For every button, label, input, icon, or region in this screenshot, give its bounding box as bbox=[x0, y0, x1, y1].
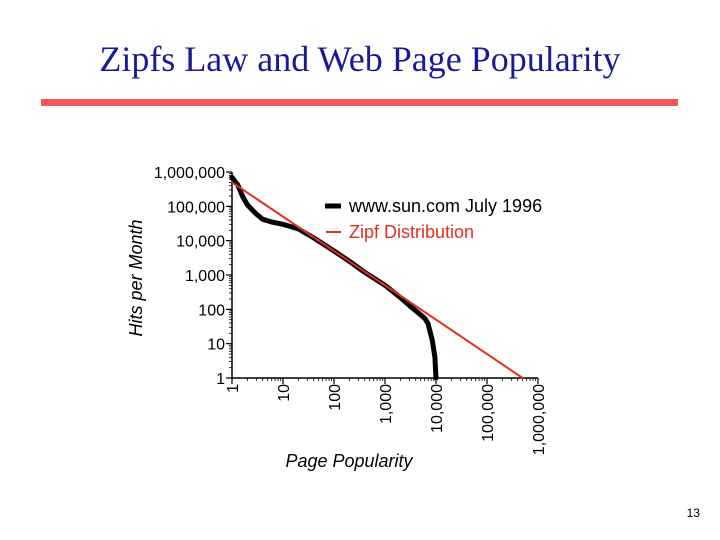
x-tick-label-6: 1,000,000 bbox=[531, 384, 548, 455]
y-tick-label-1: 10 bbox=[207, 337, 225, 354]
x-tick-label-4: 10,000 bbox=[429, 384, 446, 433]
title-rule bbox=[41, 99, 678, 106]
slide-title: Zipfs Law and Web Page Popularity bbox=[99, 39, 621, 79]
y-tick-label-4: 10,000 bbox=[176, 234, 225, 251]
x-tick-label-1: 10 bbox=[276, 384, 293, 402]
y-tick-label-3: 1,000 bbox=[185, 268, 225, 285]
x-tick-label-3: 1,000 bbox=[378, 384, 395, 424]
legend-label-zipf: Zipf Distribution bbox=[349, 222, 474, 242]
x-tick-label-0: 1 bbox=[225, 384, 242, 393]
y-tick-label-5: 100,000 bbox=[167, 199, 225, 216]
grid-and-axes bbox=[226, 171, 539, 384]
y-tick-label-0: 1 bbox=[216, 371, 225, 388]
x-tick-label-2: 100 bbox=[327, 384, 344, 411]
series-layer bbox=[229, 174, 524, 381]
y-tick-label-6: 1,000,000 bbox=[154, 165, 225, 182]
legend-label-sun: www.sun.com July 1996 bbox=[348, 196, 542, 216]
series-line-1 bbox=[231, 181, 524, 379]
x-axis-title: Page Popularity bbox=[285, 451, 413, 471]
page-number: 13 bbox=[686, 506, 700, 520]
x-tick-label-5: 100,000 bbox=[480, 384, 497, 442]
x-tick-labels: 1 10 100 1,000 10,000 100,000 1,000,000 bbox=[225, 384, 548, 455]
y-tick-labels: 1 10 100 1,000 10,000 100,000 1,000,000 bbox=[154, 165, 225, 388]
legend: www.sun.com July 1996 Zipf Distribution bbox=[325, 196, 542, 242]
y-tick-label-2: 100 bbox=[198, 302, 225, 319]
y-axis-title: Hits per Month bbox=[126, 219, 146, 336]
